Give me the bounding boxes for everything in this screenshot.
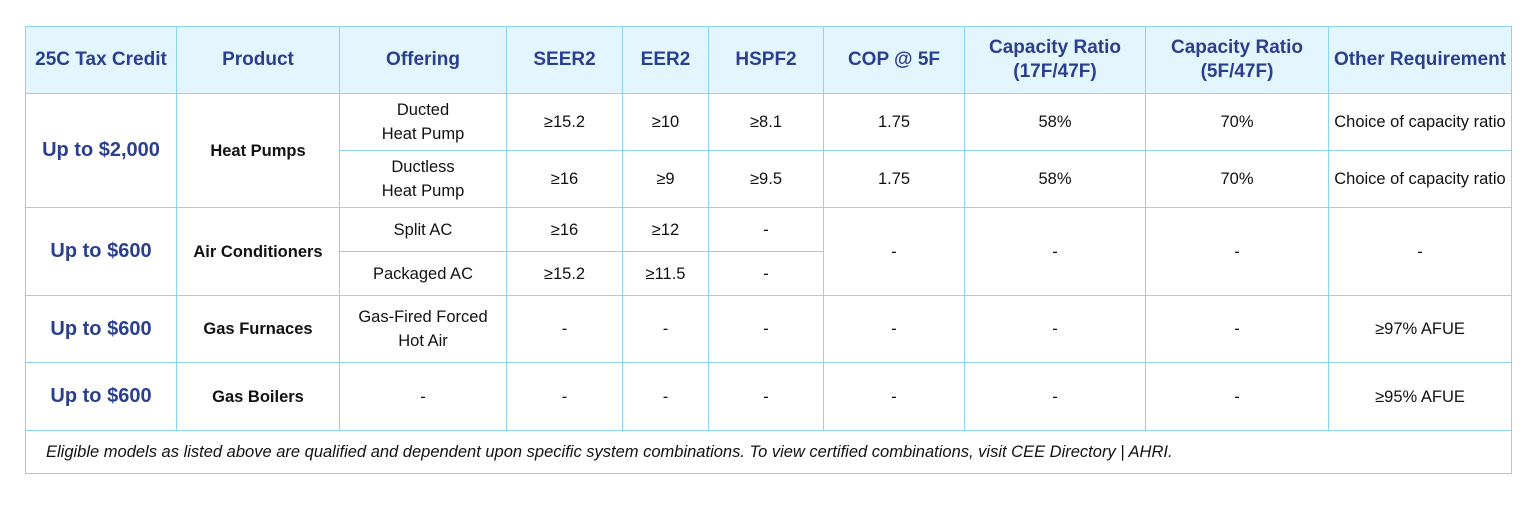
eer2-cell: - — [622, 295, 709, 363]
other-requirement-cell: - — [1328, 207, 1512, 296]
credit-cell: Up to $2,000 — [25, 93, 177, 208]
capacity-ratio-17f-cell: 58% — [964, 93, 1146, 151]
cop-cell: - — [823, 295, 965, 363]
hspf2-cell: - — [708, 295, 824, 363]
capacity-ratio-17f-cell: - — [964, 362, 1146, 431]
footnote-row: Eligible models as listed above are qual… — [25, 430, 1512, 474]
credit-cell: Up to $600 — [25, 207, 177, 296]
seer2-cell: - — [506, 362, 623, 431]
other-requirement-cell: ≥95% AFUE — [1328, 362, 1512, 431]
product-cell: Heat Pumps — [176, 93, 340, 208]
credit-cell: Up to $600 — [25, 295, 177, 363]
footnote: Eligible models as listed above are qual… — [25, 430, 1512, 474]
cop-cell: 1.75 — [823, 93, 965, 151]
tax-credit-table: 25C Tax Credit Product Offering SEER2 EE… — [25, 26, 1512, 474]
offering-cell: Packaged AC — [339, 251, 507, 296]
eer2-cell: ≥11.5 — [622, 251, 709, 296]
other-requirement-cell: ≥97% AFUE — [1328, 295, 1512, 363]
hspf2-cell: ≥9.5 — [708, 150, 824, 208]
hspf2-cell: ≥8.1 — [708, 93, 824, 151]
capacity-ratio-5f-cell: - — [1145, 362, 1329, 431]
table-row: Up to $2,000 Heat Pumps Ducted Heat Pump… — [25, 93, 1512, 208]
offering-cell: - — [339, 362, 507, 431]
seer2-cell: ≥16 — [506, 150, 623, 208]
header-eer2: EER2 — [622, 26, 709, 94]
header-tax-credit: 25C Tax Credit — [25, 26, 177, 94]
product-cell: Gas Boilers — [176, 362, 340, 431]
offering-cell: Ductless Heat Pump — [339, 150, 507, 208]
cop-cell: 1.75 — [823, 150, 965, 208]
product-cell: Air Conditioners — [176, 207, 340, 296]
eer2-cell: ≥12 — [622, 207, 709, 252]
capacity-ratio-17f-cell: - — [964, 295, 1146, 363]
hspf2-cell: - — [708, 207, 824, 252]
capacity-ratio-17f-cell: - — [964, 207, 1146, 296]
table-row: Up to $600 Gas Furnaces Gas-Fired Forced… — [25, 295, 1512, 363]
other-requirement-cell: Choice of capacity ratio — [1328, 150, 1512, 208]
header-capacity-ratio-5f: Capacity Ratio (5F/47F) — [1145, 26, 1329, 94]
cop-cell: - — [823, 207, 965, 296]
eer2-cell: ≥9 — [622, 150, 709, 208]
seer2-cell: - — [506, 295, 623, 363]
capacity-ratio-5f-cell: - — [1145, 207, 1329, 296]
capacity-ratio-5f-cell: 70% — [1145, 93, 1329, 151]
offering-cell: Gas-Fired Forced Hot Air — [339, 295, 507, 363]
capacity-ratio-5f-cell: 70% — [1145, 150, 1329, 208]
table-row: Up to $600 Air Conditioners Split AC ≥16… — [25, 207, 1512, 296]
offering-cell: Split AC — [339, 207, 507, 252]
table-row: Up to $600 Gas Boilers - - - - - - - ≥95… — [25, 362, 1512, 431]
product-cell: Gas Furnaces — [176, 295, 340, 363]
credit-cell: Up to $600 — [25, 362, 177, 431]
offering-cell: Ducted Heat Pump — [339, 93, 507, 151]
header-row: 25C Tax Credit Product Offering SEER2 EE… — [25, 26, 1512, 94]
header-seer2: SEER2 — [506, 26, 623, 94]
header-hspf2: HSPF2 — [708, 26, 824, 94]
seer2-cell: ≥15.2 — [506, 251, 623, 296]
capacity-ratio-17f-cell: 58% — [964, 150, 1146, 208]
capacity-ratio-5f-cell: - — [1145, 295, 1329, 363]
hspf2-cell: - — [708, 362, 824, 431]
header-product: Product — [176, 26, 340, 94]
eer2-cell: - — [622, 362, 709, 431]
header-cop: COP @ 5F — [823, 26, 965, 94]
cop-cell: - — [823, 362, 965, 431]
table-row: Ductless Heat Pump ≥16 ≥9 ≥9.5 1.75 58% … — [26, 150, 1512, 208]
eer2-cell: ≥10 — [622, 93, 709, 151]
hspf2-cell: - — [708, 251, 824, 296]
seer2-cell: ≥15.2 — [506, 93, 623, 151]
other-requirement-cell: Choice of capacity ratio — [1328, 93, 1512, 151]
header-offering: Offering — [339, 26, 507, 94]
seer2-cell: ≥16 — [506, 207, 623, 252]
header-capacity-ratio-17f: Capacity Ratio (17F/47F) — [964, 26, 1146, 94]
header-other-requirement: Other Requirement — [1328, 26, 1512, 94]
